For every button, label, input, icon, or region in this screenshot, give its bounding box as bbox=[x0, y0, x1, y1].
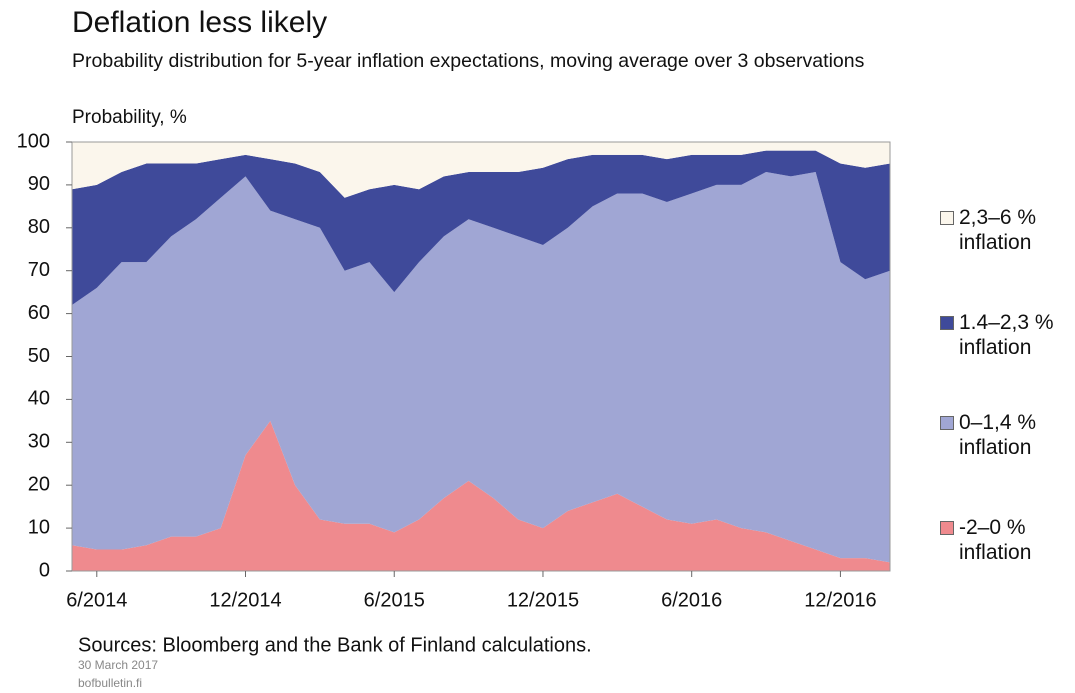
y-tick-label: 10 bbox=[28, 516, 50, 538]
x-tick-label: 12/2016 bbox=[804, 589, 876, 611]
area bbox=[72, 142, 890, 198]
y-tick-label: 70 bbox=[28, 259, 50, 281]
x-tick-label: 6/2016 bbox=[661, 589, 722, 611]
legend-entry: -2–0 % inflation bbox=[940, 515, 1070, 565]
y-tick-label: 40 bbox=[28, 388, 50, 410]
date: 30 March 2017 bbox=[78, 658, 158, 672]
legend-label: -2–0 % inflation bbox=[959, 516, 1032, 564]
y-tick-label: 100 bbox=[17, 130, 50, 152]
area bbox=[72, 420, 890, 571]
x-tick-label: 12/2014 bbox=[209, 589, 281, 611]
chart-subtitle: Probability distribution for 5-year infl… bbox=[72, 50, 865, 72]
x-tick-label: 6/2014 bbox=[66, 589, 127, 611]
legend-swatch bbox=[940, 416, 954, 430]
legend-label: 1.4–2,3 % inflation bbox=[959, 311, 1054, 359]
legend-entry: 1.4–2,3 % inflation bbox=[940, 310, 1070, 360]
area bbox=[72, 172, 890, 563]
legend-entry: 0–1,4 % inflation bbox=[940, 410, 1070, 460]
y-tick-label: 30 bbox=[28, 431, 50, 453]
y-tick-label: 0 bbox=[39, 559, 50, 581]
legend-label: 2,3–6 % inflation bbox=[959, 206, 1037, 254]
source: Sources: Bloomberg and the Bank of Finla… bbox=[78, 634, 592, 656]
legend-swatch bbox=[940, 521, 954, 535]
y-tick-label: 80 bbox=[28, 216, 50, 238]
chart-title: Deflation less likely bbox=[72, 6, 327, 39]
y-tick-label: 90 bbox=[28, 173, 50, 195]
y-tick-label: 50 bbox=[28, 345, 50, 367]
site: bofbulletin.fi bbox=[78, 676, 142, 690]
y-axis-label: Probability, % bbox=[72, 107, 187, 128]
y-tick-label: 20 bbox=[28, 473, 50, 495]
x-tick-label: 6/2015 bbox=[364, 589, 425, 611]
x-tick-label: 12/2015 bbox=[507, 589, 579, 611]
legend-swatch bbox=[940, 316, 954, 330]
legend-entry: 2,3–6 % inflation bbox=[940, 205, 1070, 255]
legend-swatch bbox=[940, 211, 954, 225]
legend-label: 0–1,4 % inflation bbox=[959, 411, 1037, 459]
area bbox=[72, 150, 890, 306]
y-tick-label: 60 bbox=[28, 302, 50, 324]
